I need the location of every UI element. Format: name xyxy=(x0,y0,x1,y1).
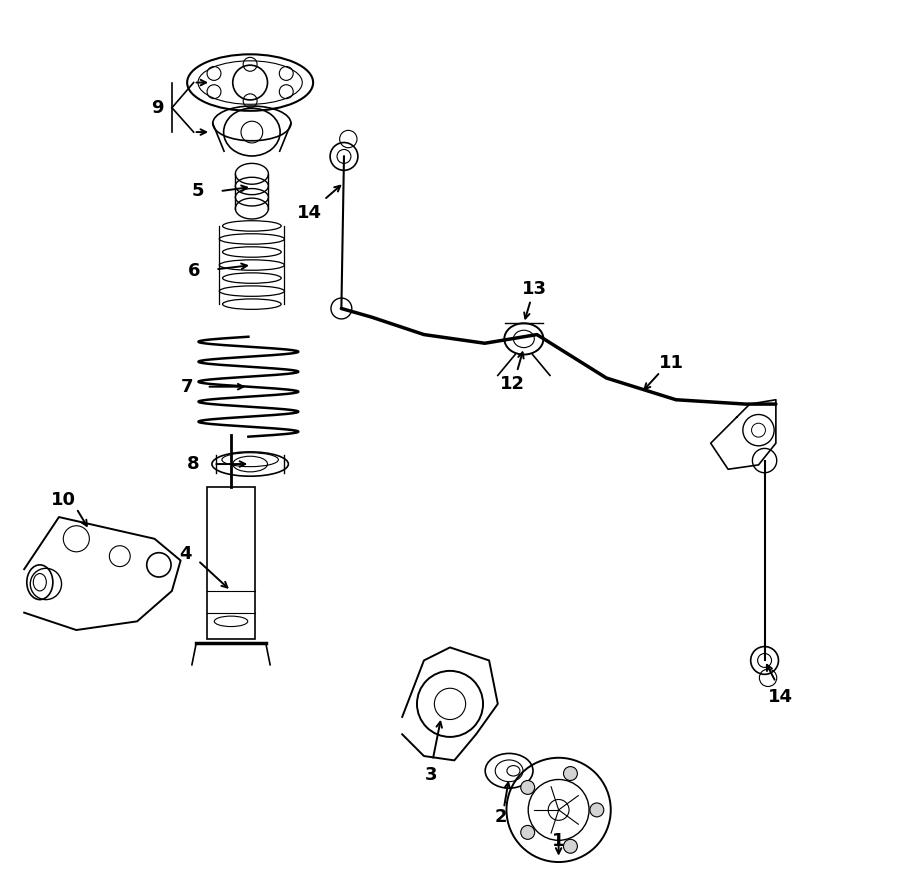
Text: 1: 1 xyxy=(553,833,565,850)
Text: 2: 2 xyxy=(494,808,507,826)
Bar xyxy=(207,487,255,639)
Text: 10: 10 xyxy=(50,491,76,508)
Circle shape xyxy=(521,826,535,839)
Text: 14: 14 xyxy=(297,204,321,222)
Polygon shape xyxy=(24,517,181,630)
Circle shape xyxy=(521,780,535,794)
Text: 8: 8 xyxy=(187,455,200,473)
Text: 7: 7 xyxy=(180,378,193,395)
Text: 3: 3 xyxy=(425,766,437,784)
Text: 6: 6 xyxy=(187,262,200,280)
Text: 5: 5 xyxy=(192,182,204,200)
Polygon shape xyxy=(402,647,498,760)
Circle shape xyxy=(563,839,578,853)
Text: 12: 12 xyxy=(500,375,525,393)
Circle shape xyxy=(590,803,604,817)
Text: 14: 14 xyxy=(768,688,793,706)
Text: 11: 11 xyxy=(659,355,684,372)
Polygon shape xyxy=(711,400,776,469)
Circle shape xyxy=(563,766,578,780)
Text: 13: 13 xyxy=(522,280,547,297)
Text: 4: 4 xyxy=(179,546,191,563)
Text: 9: 9 xyxy=(151,99,164,116)
